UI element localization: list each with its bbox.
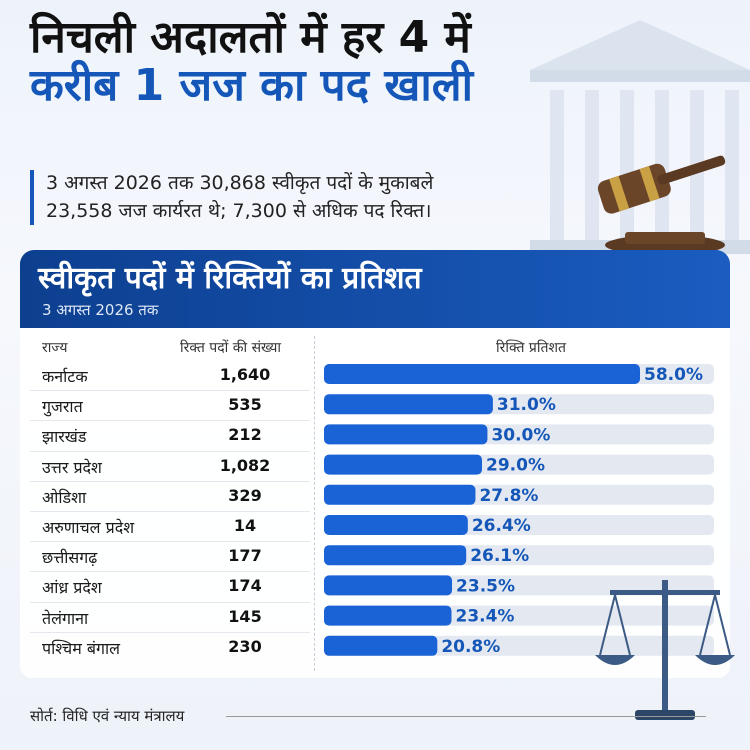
- row-separator: [30, 480, 310, 482]
- vacant-post-count: 535: [228, 395, 262, 415]
- bar-value-label: 20.8%: [441, 637, 500, 657]
- row-separator: [30, 601, 310, 603]
- bar-value-label: 31.0%: [497, 395, 556, 415]
- row-separator: [30, 511, 310, 512]
- summary-line-2: 23,558 जज कार्यरत थे; 7,300 से अधिक पद र…: [46, 199, 432, 222]
- state-name: झारखंड: [42, 427, 87, 447]
- vacant-post-count: 1,640: [219, 365, 271, 384]
- chart-subtitle: 3 अगस्त 2026 तक: [42, 301, 159, 319]
- column-header-state: राज्य: [42, 340, 68, 356]
- bar-value-label: 26.1%: [470, 546, 529, 566]
- state-name: तेलंगाना: [42, 608, 89, 628]
- chart-header: स्वीकृत पदों में रिक्तियों का प्रतिशत 3 …: [20, 250, 730, 328]
- summary-line-1: 3 अगस्त 2026 तक 30,868 स्वीकृत पदों के म…: [46, 172, 434, 194]
- bar: [324, 484, 476, 505]
- vacant-post-count: 212: [228, 425, 262, 445]
- vacant-post-count: 230: [228, 636, 262, 656]
- bar: [324, 515, 468, 535]
- bar: [324, 605, 452, 626]
- column-divider: [314, 336, 315, 671]
- column-header-percent: रिक्ति प्रतिशत: [496, 340, 566, 356]
- source-note: सोर्त: विधि एवं न्याय मंत्रालय: [30, 707, 185, 725]
- state-name: आंध्र प्रदेश: [42, 578, 102, 598]
- vacant-post-count: 174: [228, 576, 262, 596]
- state-name: पश्चिम बंगाल: [42, 638, 120, 658]
- headline-line-2: करीब 1 जज का पद खाली: [30, 60, 473, 112]
- bar-value-label: 23.5%: [456, 576, 515, 596]
- row-separator: [30, 541, 310, 543]
- bar-value-label: 29.0%: [486, 456, 545, 476]
- bar: [324, 545, 467, 566]
- chart-title: स्वीकृत पदों में रिक्तियों का प्रतिशत: [38, 261, 422, 296]
- vacant-post-count: 14: [233, 516, 257, 535]
- headline-line-1: निचली अदालतों में हर 4 में: [30, 12, 471, 63]
- bar: [324, 424, 488, 445]
- row-separator: [30, 571, 310, 573]
- bar: [324, 364, 640, 384]
- row-separator: [30, 390, 310, 392]
- vacant-post-count: 145: [228, 606, 262, 626]
- state-name: ओडिशा: [42, 487, 87, 507]
- bar: [324, 454, 482, 475]
- row-separator: [30, 631, 310, 633]
- source-rule: [226, 716, 706, 717]
- vacant-post-count: 177: [228, 546, 262, 566]
- bar: [324, 394, 493, 415]
- bar: [324, 575, 453, 596]
- bar: [324, 635, 438, 656]
- state-name: छत्तीसगढ़: [42, 548, 98, 568]
- summary-text: 3 अगस्त 2026 तक 30,868 स्वीकृत पदों के म…: [30, 170, 576, 226]
- state-name: गुजरात: [42, 397, 83, 417]
- bar-value-label: 27.8%: [479, 486, 538, 506]
- row-separator: [30, 420, 310, 422]
- state-name: अरुणाचल प्रदेश: [42, 518, 135, 537]
- bar-value-label: 26.4%: [472, 516, 531, 536]
- bar-value-label: 23.4%: [455, 607, 514, 627]
- headline: निचली अदालतों में हर 4 में करीब 1 जज का …: [30, 12, 473, 112]
- bar-value-label: 30.0%: [491, 425, 550, 445]
- vacant-post-count: 329: [228, 485, 262, 505]
- bar-value-label: 58.0%: [644, 365, 703, 385]
- state-name: उत्तर प्रदेश: [42, 457, 102, 477]
- scales-of-justice-icon: [595, 580, 735, 720]
- state-name: कर्नाटक: [42, 367, 88, 386]
- column-header-count: रिक्त पदों की संख्या: [180, 340, 281, 356]
- vacant-post-count: 1,082: [219, 455, 271, 475]
- row-separator: [30, 450, 310, 452]
